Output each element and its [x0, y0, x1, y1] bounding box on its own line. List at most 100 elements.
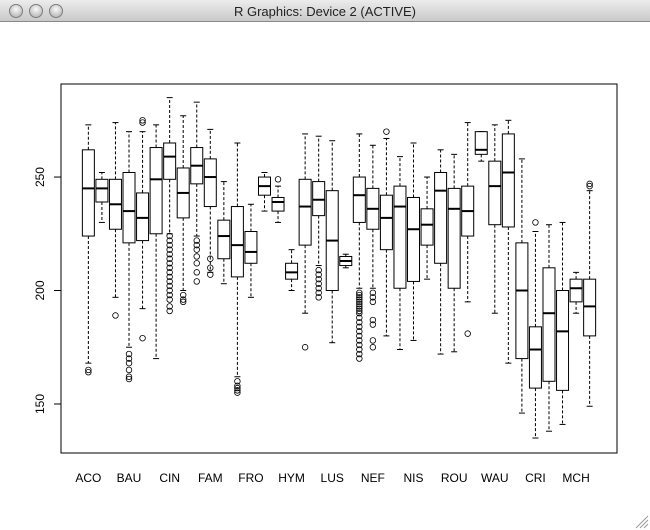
outlier: [166, 296, 173, 303]
window-title: R Graphics: Device 2 (ACTIVE): [233, 4, 417, 19]
x-tick-label: NIS: [404, 471, 424, 485]
outlier: [234, 389, 241, 396]
outlier: [166, 237, 173, 244]
box: [447, 187, 461, 289]
outlier: [166, 282, 173, 290]
outlier: [315, 280, 322, 287]
outlier: [356, 350, 363, 358]
x-tick-label: LUS: [321, 471, 344, 485]
outlier: [234, 384, 241, 392]
box: [474, 131, 488, 155]
outlier: [369, 321, 377, 328]
minimize-button[interactable]: [29, 4, 43, 18]
box: [583, 278, 597, 337]
box: [271, 196, 285, 212]
outlier: [166, 264, 173, 272]
outlier: [139, 334, 146, 342]
outlier: [356, 332, 363, 340]
outlier: [207, 271, 214, 278]
box: [434, 172, 448, 264]
box: [298, 178, 312, 246]
outlier: [369, 316, 377, 324]
outlier: [85, 369, 92, 376]
outlier: [125, 373, 133, 380]
x-tick-label: FRO: [238, 471, 263, 485]
outlier: [193, 246, 200, 253]
outlier: [356, 307, 363, 315]
outlier: [125, 375, 133, 383]
zoom-button[interactable]: [49, 4, 63, 18]
outlier: [315, 285, 322, 292]
outlier: [166, 303, 173, 310]
outlier: [125, 359, 133, 367]
outlier: [315, 294, 322, 301]
box: [230, 206, 244, 278]
title-bar: R Graphics: Device 2 (ACTIVE): [0, 0, 650, 22]
outlier: [112, 312, 119, 319]
outlier: [586, 182, 593, 190]
outlier: [369, 337, 377, 344]
box: [420, 208, 434, 246]
outlier: [356, 305, 363, 312]
outlier: [166, 232, 173, 240]
outlier: [356, 341, 363, 349]
x-tick-label: CRI: [525, 471, 546, 485]
outlier: [166, 278, 173, 285]
outlier: [586, 180, 593, 188]
outlier: [166, 260, 173, 267]
box: [163, 142, 177, 180]
outlier: [166, 273, 173, 281]
outlier: [166, 246, 173, 253]
outlier: [166, 241, 173, 249]
box: [407, 196, 421, 282]
outlier: [383, 128, 390, 135]
outlier: [193, 278, 200, 285]
outlier: [139, 117, 146, 124]
y-tick-label: 200: [33, 280, 47, 300]
outlier: [356, 314, 363, 321]
x-tick-label: NEF: [361, 471, 385, 485]
outlier: [356, 310, 363, 317]
outlier: [193, 253, 200, 260]
box: [203, 158, 217, 208]
outlier: [356, 300, 363, 308]
outlier: [369, 298, 377, 306]
outlier: [315, 275, 322, 283]
x-tick-label: ACO: [75, 471, 101, 485]
outlier: [166, 269, 173, 276]
outlier: [356, 355, 363, 362]
outlier: [356, 296, 363, 303]
box: [393, 185, 407, 289]
outlier: [315, 289, 322, 296]
outlier: [125, 366, 133, 374]
outlier: [315, 266, 322, 274]
box: [122, 172, 136, 244]
outlier: [193, 269, 200, 276]
outlier: [180, 296, 187, 303]
box: [312, 181, 326, 217]
y-tick-label: 250: [33, 167, 47, 187]
outlier: [315, 271, 322, 278]
outlier: [166, 251, 173, 258]
outlier: [85, 366, 92, 374]
box: [81, 149, 95, 237]
outlier: [532, 219, 539, 226]
outlier: [234, 378, 241, 385]
outlier: [234, 387, 241, 394]
outlier: [166, 255, 173, 262]
box: [379, 194, 393, 251]
x-tick-label: HYM: [278, 471, 305, 485]
box: [136, 192, 150, 242]
box: [149, 147, 163, 235]
outlier: [180, 298, 187, 306]
close-button[interactable]: [9, 4, 23, 18]
box: [488, 160, 502, 226]
y-tick-label: 150: [33, 394, 47, 414]
box: [352, 176, 366, 223]
box: [569, 278, 583, 303]
box: [556, 290, 570, 391]
outlier: [193, 241, 200, 249]
outlier: [356, 291, 363, 299]
